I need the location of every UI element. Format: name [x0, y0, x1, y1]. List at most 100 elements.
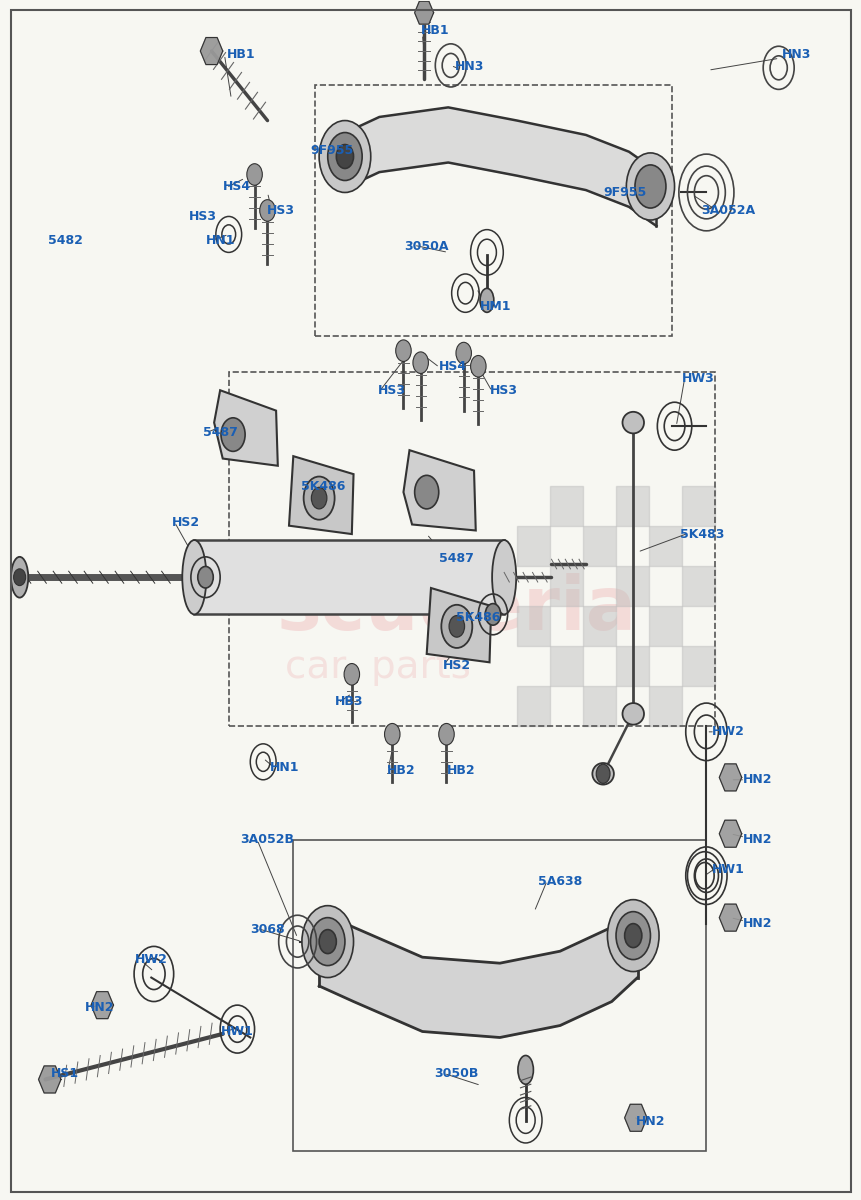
Text: HS3: HS3	[490, 384, 517, 397]
Text: HB1: HB1	[420, 24, 449, 37]
Circle shape	[626, 152, 674, 220]
Text: HN2: HN2	[742, 917, 771, 930]
Circle shape	[319, 120, 370, 192]
Text: HS3: HS3	[189, 210, 217, 223]
Circle shape	[14, 569, 26, 586]
Polygon shape	[624, 1104, 647, 1132]
Circle shape	[438, 724, 454, 745]
Text: HS3: HS3	[378, 384, 406, 397]
Bar	[648, 686, 681, 726]
Circle shape	[336, 144, 353, 168]
Circle shape	[197, 566, 213, 588]
Text: HB1: HB1	[227, 48, 256, 61]
Text: HN2: HN2	[742, 773, 771, 786]
Text: HB3: HB3	[335, 695, 363, 708]
Bar	[517, 686, 549, 726]
Text: 5K486: 5K486	[300, 480, 345, 493]
Ellipse shape	[11, 557, 28, 598]
Text: 5K486: 5K486	[455, 612, 500, 624]
Bar	[648, 606, 681, 646]
Bar	[681, 486, 714, 526]
Polygon shape	[39, 1066, 61, 1093]
Text: HW2: HW2	[134, 953, 168, 966]
Polygon shape	[91, 991, 114, 1019]
Ellipse shape	[622, 703, 643, 725]
Circle shape	[412, 352, 428, 373]
Bar	[616, 486, 648, 526]
Text: HB2: HB2	[386, 763, 415, 776]
Bar	[648, 526, 681, 566]
Text: HN2: HN2	[635, 1115, 665, 1128]
Text: HS3: HS3	[266, 204, 294, 217]
Circle shape	[246, 163, 262, 185]
Polygon shape	[414, 1, 433, 24]
Text: HS4: HS4	[223, 180, 251, 193]
Circle shape	[485, 604, 500, 625]
Circle shape	[616, 912, 650, 960]
Text: scuderia: scuderia	[276, 572, 635, 646]
Bar	[314, 84, 672, 336]
Circle shape	[449, 616, 464, 637]
Text: HN3: HN3	[455, 60, 484, 73]
Text: HS2: HS2	[171, 516, 200, 528]
Bar	[228, 372, 714, 726]
Circle shape	[414, 475, 438, 509]
Ellipse shape	[517, 1056, 533, 1085]
Text: HN1: HN1	[269, 761, 299, 774]
Circle shape	[455, 342, 471, 364]
Polygon shape	[718, 821, 740, 847]
Bar	[517, 526, 549, 566]
Circle shape	[441, 605, 472, 648]
Text: HB2: HB2	[446, 763, 475, 776]
Circle shape	[220, 418, 245, 451]
Text: 5K483: 5K483	[679, 528, 723, 540]
Text: 5487: 5487	[202, 426, 238, 439]
Circle shape	[395, 340, 411, 361]
Circle shape	[470, 355, 486, 377]
Bar	[582, 526, 616, 566]
Circle shape	[384, 724, 400, 745]
Bar	[549, 486, 582, 526]
Polygon shape	[288, 456, 353, 534]
Polygon shape	[718, 904, 740, 931]
Bar	[549, 566, 582, 606]
Text: HW2: HW2	[710, 725, 744, 738]
Text: car  parts: car parts	[284, 648, 470, 686]
Circle shape	[344, 664, 359, 685]
Text: 5482: 5482	[47, 234, 83, 247]
Text: 5A638: 5A638	[537, 875, 581, 888]
Text: HN3: HN3	[781, 48, 810, 61]
Text: HN1: HN1	[205, 234, 235, 247]
Text: HW1: HW1	[220, 1025, 253, 1038]
Ellipse shape	[492, 540, 516, 614]
Circle shape	[596, 764, 610, 784]
Polygon shape	[403, 450, 475, 530]
Bar	[549, 646, 582, 686]
Circle shape	[301, 906, 353, 978]
Bar	[194, 540, 504, 614]
Bar	[681, 646, 714, 686]
Text: 3050A: 3050A	[404, 240, 449, 253]
Text: 3A052A: 3A052A	[700, 204, 754, 217]
Circle shape	[303, 476, 334, 520]
Text: HS4: HS4	[438, 360, 466, 373]
Ellipse shape	[622, 412, 643, 433]
Circle shape	[624, 924, 641, 948]
Ellipse shape	[182, 540, 206, 614]
Text: HN2: HN2	[742, 833, 771, 846]
Bar	[681, 566, 714, 606]
Text: 3050B: 3050B	[434, 1067, 479, 1080]
Bar	[582, 606, 616, 646]
Text: HN2: HN2	[85, 1001, 115, 1014]
Polygon shape	[200, 37, 222, 65]
Text: 3068: 3068	[250, 923, 284, 936]
Circle shape	[311, 487, 326, 509]
Text: HS1: HS1	[51, 1067, 79, 1080]
Bar	[616, 566, 648, 606]
Circle shape	[327, 132, 362, 180]
Text: HW1: HW1	[710, 863, 744, 876]
Ellipse shape	[480, 288, 493, 312]
Polygon shape	[214, 390, 277, 466]
Polygon shape	[718, 764, 740, 791]
Ellipse shape	[592, 763, 613, 785]
